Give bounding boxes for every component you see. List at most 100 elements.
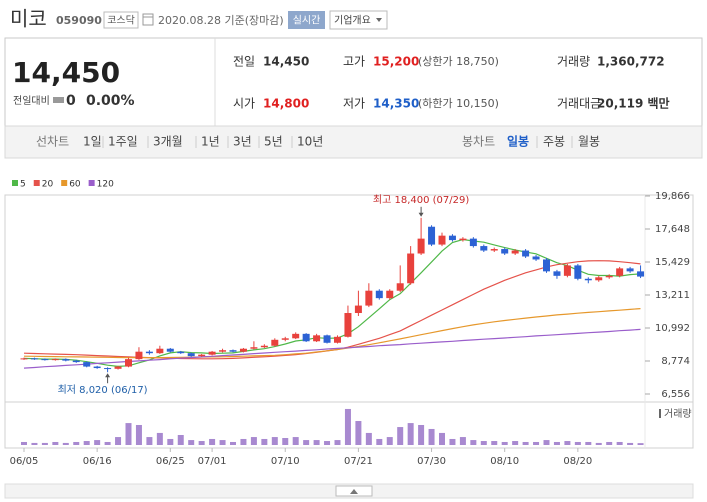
candle-body [469,238,477,247]
candle-body [574,265,582,279]
x-tick-label: 06/05 [10,456,39,467]
quote-value: 14,350 [373,97,419,111]
candle-body [532,256,540,260]
volume-bar [115,437,122,445]
volume-bar [230,441,236,445]
volume-bar [219,440,226,445]
candle-body [637,271,645,277]
flat-icon [53,97,64,103]
candle-body [250,347,258,349]
quote-value: 14,800 [263,97,309,111]
volume-bar [480,441,487,445]
volume-bar [240,438,247,445]
candle-body [490,249,498,251]
volume-bar [418,424,425,445]
quote-value: 15,200 [373,55,419,69]
volume-bar [188,440,195,445]
candle-body [459,238,467,241]
volume-bar [198,441,205,445]
candle-body [271,339,279,346]
change-label: 전일대비 [13,95,50,107]
volume-bar [355,421,362,445]
volume-bar [125,423,132,445]
candle-body [281,338,289,340]
tab[interactable]: 3개월 [153,135,183,149]
market-badge [103,11,139,29]
volume-bar [439,432,445,445]
tab[interactable]: 1일 [83,135,102,149]
candle-body [417,238,425,254]
volume-bar [365,432,372,445]
high-arrowhead [418,212,424,217]
tab[interactable]: 5년 [264,135,283,149]
base-date: 2020.08.28 기준(장마감) [158,14,284,27]
candle-body [302,333,310,342]
candle-body [51,359,59,361]
volume-bar [606,441,613,445]
calendar-icon [142,13,154,26]
x-tick-label: 07/01 [198,456,227,467]
volume-bar [261,438,268,445]
volume-bar [303,440,310,445]
volume-bar [470,440,477,445]
realtime-label[interactable]: 실시간 [293,15,321,27]
volume-bar [397,427,404,445]
volume-bar [522,441,529,445]
candle-body [125,359,132,367]
quote-value: 14,450 [263,55,309,69]
tab[interactable]: 주봉 [543,135,565,149]
candle-body [145,351,153,354]
legend-label: 20 [42,180,54,190]
volume-bar [282,438,289,445]
tab[interactable]: 1년 [201,135,220,149]
tab-group-label: 봉차트 [462,135,495,149]
realtime-button[interactable] [288,11,325,29]
company-info-button[interactable] [329,10,388,30]
candle-body [428,226,436,245]
volume-bar [428,428,435,445]
candle-body [187,353,195,357]
legend-label: 60 [69,180,81,190]
x-tick-label: 07/30 [417,456,446,467]
candle-body [292,333,300,339]
candle-body [239,348,247,352]
x-tick-label: 08/10 [490,456,519,467]
x-tick-label: 07/21 [344,456,373,467]
volume-bar [344,408,351,445]
tab[interactable]: 3년 [233,135,252,149]
legend-swatch [12,180,18,186]
volume-bar [292,437,299,445]
company-info-label[interactable]: 기업개요 [334,14,371,27]
legend-label: 120 [97,180,114,190]
legend-label: 5 [20,180,26,190]
volume-bar [449,438,456,445]
candle-body [135,351,143,360]
tab-group-label: 선차트 [36,135,69,149]
candle-body [386,290,394,299]
low-annotation: 최저 8,020 (06/17) [58,384,148,396]
candle-body [595,277,603,281]
candle-body [438,235,446,245]
volume-bar [627,442,634,445]
candle-body [407,253,415,284]
y-tick-label: 17,648 [655,224,690,235]
candle-body [62,359,70,361]
tab[interactable]: 1주일 [108,135,138,149]
tab[interactable]: 월봉 [578,135,600,149]
moving-average-line [23,308,641,359]
volume-bar [407,423,414,445]
volume-bar [574,441,581,445]
y-tick-label: 6,556 [661,389,690,400]
candle-body [208,351,216,355]
tab[interactable]: 일봉 [507,135,529,149]
volume-bar [512,441,519,445]
candle-body [616,268,624,276]
candle-body [396,283,404,291]
volume-bar [31,442,38,445]
volume-bar [334,440,341,445]
tab[interactable]: 10년 [297,135,323,149]
volume-bar [637,443,644,445]
volume-bar [146,437,153,445]
volume-bar [543,440,550,445]
